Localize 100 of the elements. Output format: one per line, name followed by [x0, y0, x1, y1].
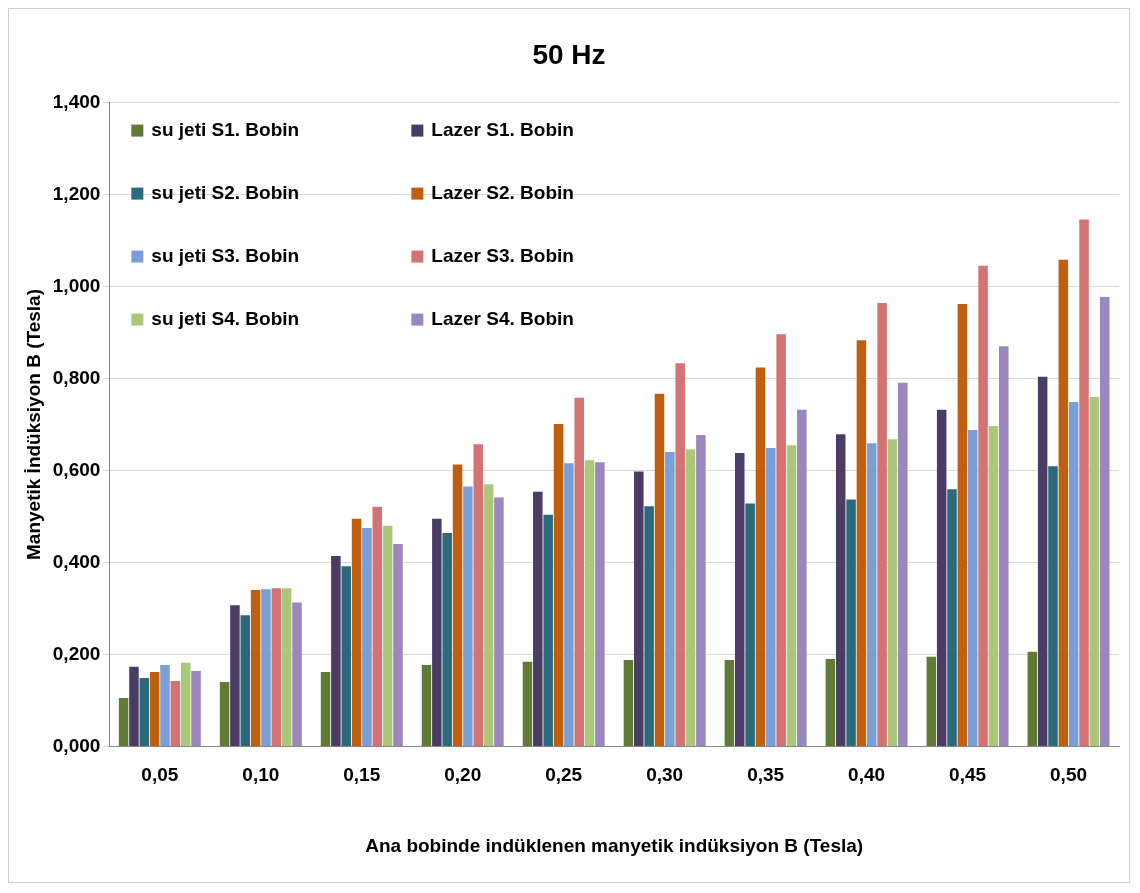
bar	[696, 435, 706, 746]
bar	[180, 662, 191, 746]
bar	[230, 605, 240, 746]
bar	[483, 484, 494, 746]
bar	[432, 518, 442, 746]
bar	[654, 393, 665, 746]
bar	[149, 671, 160, 746]
bar	[362, 527, 372, 746]
bar	[574, 397, 584, 746]
y-tick-label: 0,800	[52, 366, 101, 388]
y-tick-label: 0,400	[52, 550, 101, 572]
bar	[261, 589, 271, 746]
bar	[967, 430, 978, 746]
bar	[675, 363, 685, 746]
x-tick-label: 0,45	[949, 764, 987, 786]
chart-title: 50 Hz	[532, 38, 606, 70]
bar	[421, 665, 432, 746]
legend-label: su jeti S1. Bobin	[151, 118, 300, 140]
bar	[553, 424, 564, 746]
bar	[250, 590, 261, 746]
bar	[846, 499, 856, 746]
x-tick-label: 0,05	[141, 764, 179, 786]
y-tick-label: 1,000	[52, 274, 101, 296]
bar	[936, 409, 947, 746]
bar	[1079, 219, 1089, 746]
bar	[786, 445, 797, 746]
bar	[382, 525, 393, 746]
bar	[271, 588, 282, 746]
bar	[957, 304, 968, 746]
bar	[1058, 259, 1069, 746]
bar	[320, 671, 331, 746]
y-tick-label: 1,200	[52, 182, 101, 204]
x-tick-label: 0,40	[848, 764, 886, 786]
bar	[634, 471, 644, 746]
legend-label: su jeti S2. Bobin	[151, 181, 300, 203]
bar	[1089, 396, 1100, 746]
bar	[191, 670, 201, 746]
x-tick-label: 0,30	[646, 764, 684, 786]
x-tick-label: 0,25	[545, 764, 583, 786]
bar	[766, 447, 776, 746]
bar	[170, 681, 181, 746]
bar	[160, 665, 170, 746]
bar	[1099, 297, 1110, 746]
bar	[452, 464, 463, 746]
bar	[331, 556, 341, 746]
bar	[835, 434, 846, 746]
legend-label: Lazer S1. Bobin	[431, 118, 574, 140]
bar	[1068, 401, 1079, 746]
bar	[240, 615, 251, 746]
bar	[978, 265, 988, 746]
bar	[595, 462, 605, 746]
bar	[856, 340, 867, 746]
bar	[543, 514, 553, 746]
bar	[776, 334, 786, 746]
y-axis-title: Manyetik İndüksiyon B (Tesla)	[22, 289, 44, 560]
legend-label: su jeti S3. Bobin	[151, 244, 300, 266]
bar	[372, 506, 383, 746]
bar	[867, 443, 877, 746]
bar	[665, 452, 675, 746]
bar	[281, 588, 292, 746]
bar	[139, 677, 150, 746]
legend-label: Lazer S2. Bobin	[431, 181, 574, 203]
bar	[494, 497, 504, 746]
bar	[685, 449, 696, 746]
bar	[1027, 651, 1038, 746]
y-tick-label: 0,000	[52, 734, 101, 756]
bar	[393, 544, 403, 746]
legend-label: su jeti S4. Bobin	[151, 307, 300, 329]
bar	[564, 463, 574, 746]
bar	[1048, 466, 1058, 746]
bar	[351, 518, 362, 746]
bar	[292, 602, 302, 746]
bar	[341, 566, 351, 746]
bar	[988, 425, 999, 746]
bar	[463, 486, 473, 746]
x-tick-label: 0,35	[747, 764, 785, 786]
bar	[797, 409, 807, 746]
bar	[745, 503, 755, 746]
bar	[623, 659, 634, 746]
bar	[219, 682, 230, 746]
bar	[734, 453, 745, 746]
legend-label: Lazer S3. Bobin	[431, 244, 574, 266]
bar	[947, 489, 957, 746]
bar	[473, 444, 484, 746]
bar	[522, 661, 533, 746]
bar	[118, 698, 129, 746]
legend-label: Lazer S4. Bobin	[431, 307, 574, 329]
x-tick-label: 0,20	[444, 764, 482, 786]
bar	[877, 303, 887, 746]
bar	[724, 659, 735, 746]
bar	[887, 439, 898, 746]
bar	[442, 533, 452, 746]
y-tick-label: 0,600	[52, 458, 101, 480]
x-tick-label: 0,15	[343, 764, 381, 786]
y-tick-label: 1,400	[52, 90, 101, 112]
bar	[755, 367, 766, 746]
bar	[898, 382, 908, 746]
bar	[825, 659, 836, 746]
bar	[129, 666, 139, 746]
bar	[926, 656, 937, 746]
